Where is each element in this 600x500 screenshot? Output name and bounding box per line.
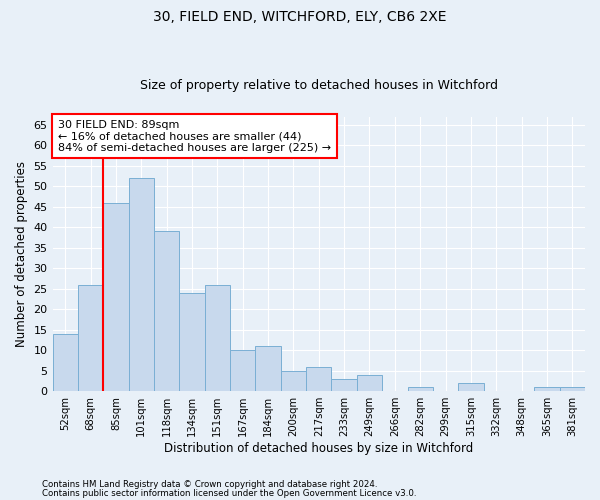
Bar: [103, 203, 128, 391]
Bar: [458, 383, 484, 391]
Bar: [256, 346, 281, 391]
Bar: [407, 387, 433, 391]
Bar: [331, 379, 357, 391]
Bar: [179, 293, 205, 391]
Bar: [154, 232, 179, 391]
Bar: [53, 334, 78, 391]
Bar: [230, 350, 256, 391]
Bar: [128, 178, 154, 391]
Text: 30 FIELD END: 89sqm
← 16% of detached houses are smaller (44)
84% of semi-detach: 30 FIELD END: 89sqm ← 16% of detached ho…: [58, 120, 331, 152]
Bar: [357, 375, 382, 391]
Text: 30, FIELD END, WITCHFORD, ELY, CB6 2XE: 30, FIELD END, WITCHFORD, ELY, CB6 2XE: [153, 10, 447, 24]
Bar: [560, 387, 585, 391]
Bar: [205, 284, 230, 391]
Bar: [78, 284, 103, 391]
Text: Contains public sector information licensed under the Open Government Licence v3: Contains public sector information licen…: [42, 490, 416, 498]
X-axis label: Distribution of detached houses by size in Witchford: Distribution of detached houses by size …: [164, 442, 473, 455]
Bar: [534, 387, 560, 391]
Title: Size of property relative to detached houses in Witchford: Size of property relative to detached ho…: [140, 79, 498, 92]
Bar: [281, 370, 306, 391]
Text: Contains HM Land Registry data © Crown copyright and database right 2024.: Contains HM Land Registry data © Crown c…: [42, 480, 377, 489]
Bar: [306, 366, 331, 391]
Y-axis label: Number of detached properties: Number of detached properties: [15, 161, 28, 347]
